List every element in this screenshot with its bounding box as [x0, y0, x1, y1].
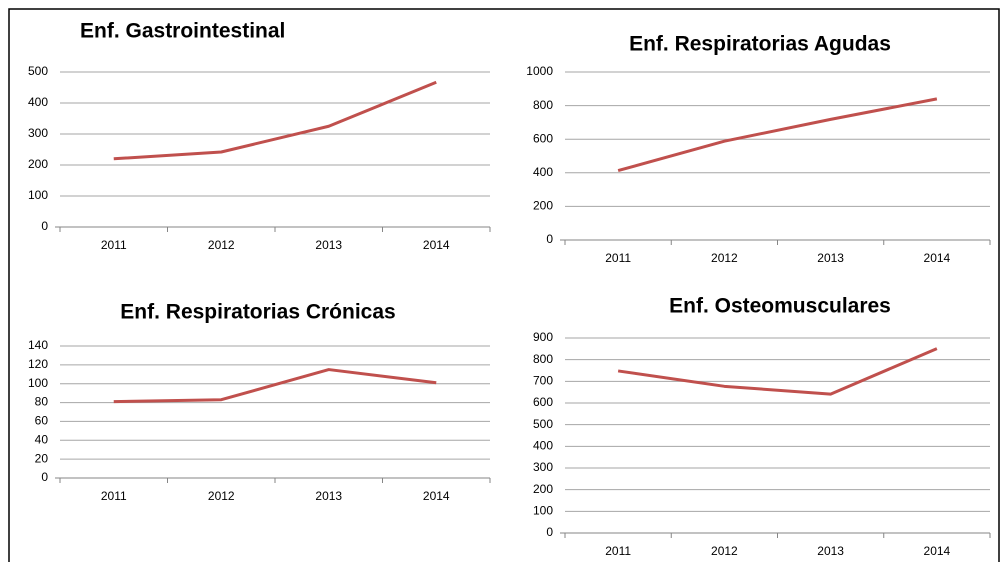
chart-title: Enf. Respiratorias Crónicas	[120, 301, 395, 324]
y-tick-label: 400	[28, 95, 48, 109]
x-tick-label: 2014	[924, 251, 951, 265]
chart-title: Enf. Gastrointestinal	[80, 20, 285, 43]
y-tick-label: 120	[28, 357, 48, 371]
x-tick-label: 2014	[423, 489, 450, 503]
x-tick-label: 2013	[817, 251, 844, 265]
y-tick-label: 0	[546, 525, 553, 539]
y-tick-label: 600	[533, 395, 553, 409]
x-tick-label: 2011	[101, 489, 127, 503]
y-tick-label: 0	[41, 219, 48, 233]
x-tick-label: 2012	[711, 251, 738, 265]
y-tick-label: 0	[546, 232, 553, 246]
x-tick-label: 2011	[101, 238, 127, 252]
y-tick-label: 400	[533, 165, 553, 179]
x-tick-label: 2013	[817, 544, 844, 558]
y-tick-label: 80	[35, 395, 49, 409]
x-tick-label: 2011	[605, 544, 631, 558]
y-tick-label: 700	[533, 374, 553, 388]
x-tick-label: 2012	[711, 544, 738, 558]
y-tick-label: 60	[35, 414, 49, 428]
line	[617, 347, 938, 396]
line	[617, 97, 938, 173]
x-tick-label: 2013	[315, 238, 342, 252]
y-tick-label: 200	[533, 482, 553, 496]
y-tick-label: 300	[28, 126, 48, 140]
x-tick-label: 2014	[423, 238, 450, 252]
y-tick-label: 140	[28, 338, 48, 352]
y-tick-label: 400	[533, 439, 553, 453]
y-tick-label: 100	[28, 376, 48, 390]
y-tick-label: 300	[533, 460, 553, 474]
y-tick-label: 500	[28, 64, 48, 78]
y-tick-label: 100	[28, 188, 48, 202]
y-tick-label: 1000	[526, 64, 553, 78]
x-tick-label: 2011	[605, 251, 631, 265]
y-tick-label: 20	[35, 451, 49, 465]
line	[113, 368, 437, 404]
x-tick-label: 2014	[924, 544, 951, 558]
x-tick-label: 2012	[208, 489, 235, 503]
line	[113, 80, 437, 161]
x-tick-label: 2013	[315, 489, 342, 503]
y-tick-label: 200	[533, 199, 553, 213]
y-tick-label: 900	[533, 330, 553, 344]
y-tick-label: 200	[28, 157, 48, 171]
y-tick-label: 0	[41, 470, 48, 484]
y-tick-label: 800	[533, 98, 553, 112]
chart-title: Enf. Osteomusculares	[669, 295, 891, 318]
y-tick-label: 40	[35, 432, 49, 446]
y-tick-label: 800	[533, 352, 553, 366]
x-tick-label: 2012	[208, 238, 235, 252]
chart-title: Enf. Respiratorias Agudas	[629, 33, 891, 56]
y-tick-label: 600	[533, 131, 553, 145]
y-tick-label: 100	[533, 504, 553, 518]
y-tick-label: 500	[533, 417, 553, 431]
frame	[8, 8, 1000, 562]
